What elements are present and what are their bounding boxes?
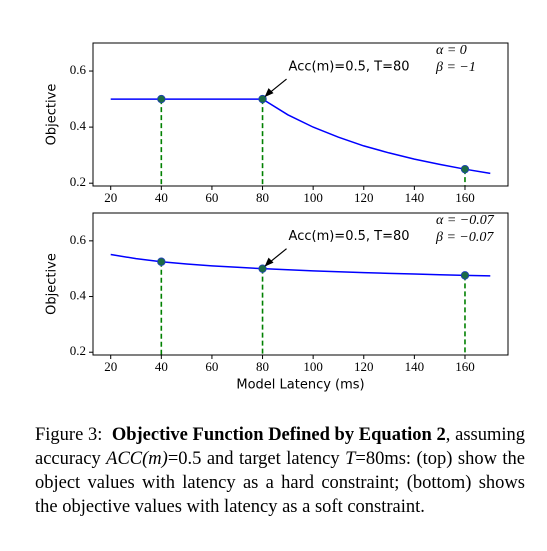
marker <box>460 164 470 174</box>
parameter: α = −0.07 <box>436 213 495 228</box>
line <box>110 253 491 277</box>
x-tick-label: 140 <box>405 359 425 374</box>
marker <box>157 257 166 266</box>
y-tick-label: 0.2 <box>70 343 86 358</box>
x-tick-label: 40 <box>155 359 168 374</box>
x-tick-label: 100 <box>303 190 323 205</box>
caption-math: ACC(m) <box>106 449 168 469</box>
figure: 20 40 60 80 100 120 140 160 0.2 0.4 0.6 Objective Ac… <box>45 42 509 393</box>
caption-label: Figure 3: <box>35 425 103 445</box>
x-tick-label: 60 <box>205 190 218 205</box>
caption-text: =80ms: (top) show the object values with… <box>35 449 526 517</box>
x-tick-label: 160 <box>455 190 475 205</box>
marker <box>157 94 166 104</box>
marker <box>258 264 267 273</box>
x-tick-label: 160 <box>455 359 475 374</box>
caption-math: T <box>345 449 356 469</box>
parameter: β = −1 <box>435 60 476 75</box>
y-tick-label: 0.4 <box>70 288 87 303</box>
y-tick-label: 0.4 <box>70 118 87 133</box>
marker <box>460 271 470 280</box>
marker <box>258 94 267 104</box>
x-tick-label: 40 <box>155 190 168 205</box>
x-tick-label: 20 <box>104 359 117 374</box>
x-tick-label: 80 <box>256 190 269 205</box>
line <box>110 98 491 175</box>
x-tick-label: 140 <box>405 190 425 205</box>
caption-title: Objective Function Defined by Equation 2 <box>111 425 446 445</box>
parameter: β = −0.07 <box>435 230 494 245</box>
caption: Figure 3: Objective Function Defined by … <box>35 423 525 519</box>
y-tick-label: 0.6 <box>70 62 87 77</box>
axes-frame <box>92 42 509 187</box>
y-tick-label: 0.2 <box>70 174 86 189</box>
caption-text: , assuming accuracy <box>35 425 526 469</box>
x-tick-label: 120 <box>354 190 374 205</box>
annotation-arrowhead <box>264 88 274 98</box>
x-tick-label: 60 <box>205 359 218 374</box>
parameter: α = 0 <box>436 43 467 58</box>
annotation: Acc(m)=0.5, T=80 <box>289 60 410 75</box>
y-tick-label: 0.6 <box>70 232 87 247</box>
caption-text: =0.5 and target latency <box>167 449 346 469</box>
x-tick-label: 120 <box>354 359 374 374</box>
annotation-arrowhead <box>264 257 274 267</box>
x-tick-label: 100 <box>303 359 323 374</box>
y-axis-label: Objective <box>45 84 60 146</box>
x-tick-label: 20 <box>104 190 117 205</box>
annotation: Acc(m)=0.5, T=80 <box>289 229 410 244</box>
x-axis-label: Model Latency (ms) <box>236 378 364 393</box>
y-axis-label: Objective <box>45 253 60 315</box>
axes-frame <box>92 212 509 356</box>
x-tick-label: 80 <box>256 359 269 374</box>
